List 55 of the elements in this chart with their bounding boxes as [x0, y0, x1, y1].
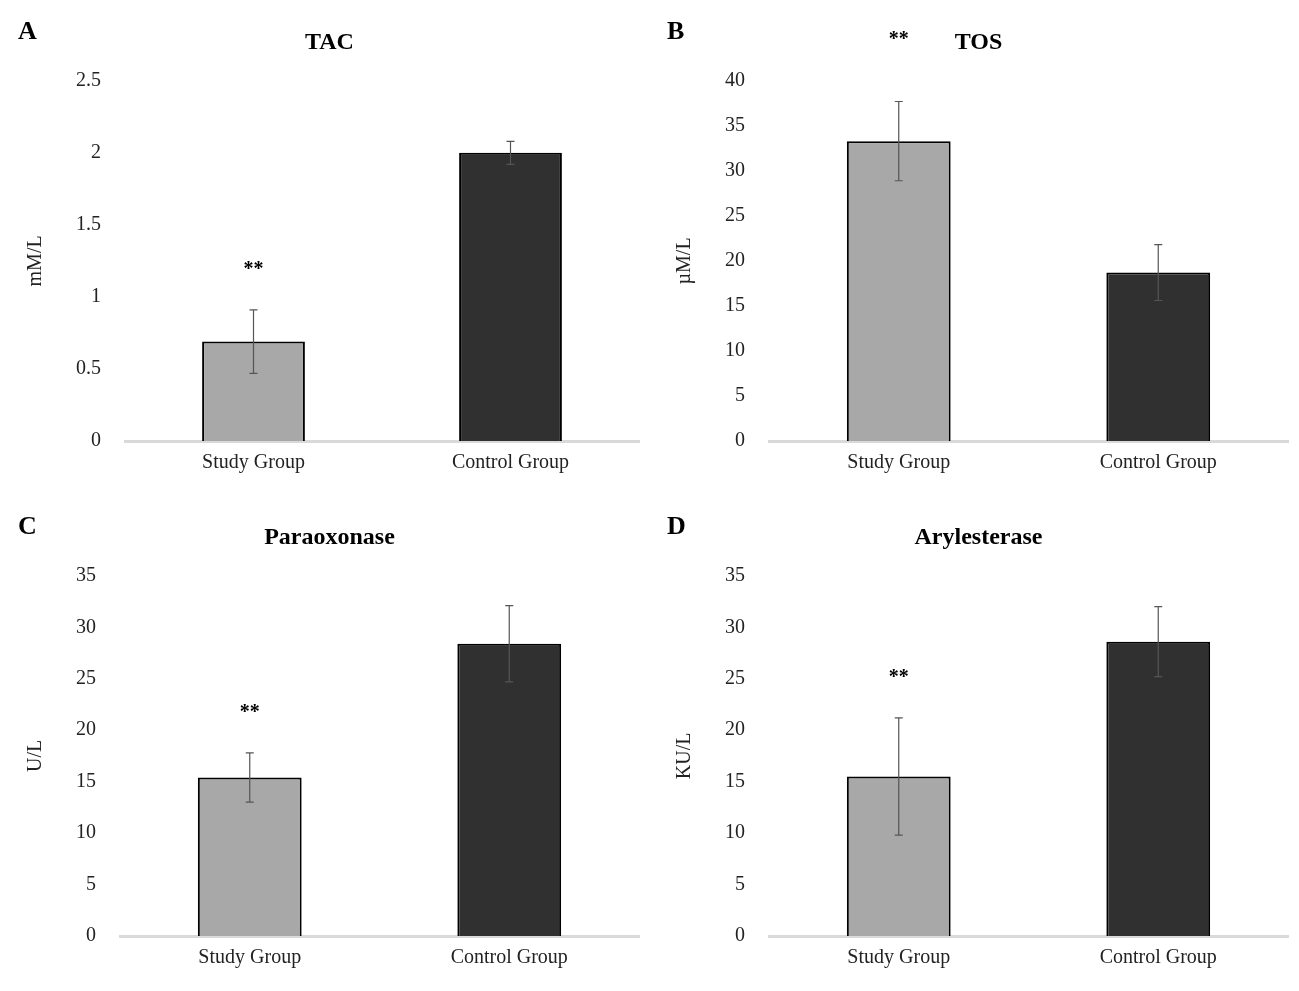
y-tick-label: 10	[725, 820, 745, 843]
y-tick-label: 1.5	[76, 212, 101, 235]
y-tick-label: 35	[725, 563, 745, 586]
x-tick-label: Control Group	[1099, 450, 1217, 474]
y-tick-label: 25	[76, 665, 96, 688]
chart-title: Arylesterase	[914, 522, 1043, 549]
text: C	[18, 510, 37, 540]
x-tick-label: Control Group	[1099, 945, 1217, 969]
chart-title: TOS	[954, 27, 1003, 54]
y-axis-title: mM/L	[23, 235, 46, 287]
y-tick-label: 15	[725, 768, 745, 791]
annotation: **	[243, 257, 264, 280]
y-tick-label: 1	[91, 284, 101, 307]
y-tick-label: 25	[725, 203, 745, 226]
y-axis-title: KU/L	[672, 732, 695, 780]
y-tick-label: 10	[725, 338, 745, 361]
y-tick-label: 5	[735, 383, 745, 406]
y-tick-label: 35	[725, 113, 745, 136]
y-tick-label: 15	[725, 293, 745, 316]
chart-title: TAC	[305, 27, 354, 54]
x-tick-label: Study Group	[847, 945, 951, 969]
y-tick-label: 2.5	[76, 68, 101, 91]
y-tick-label: 35	[76, 563, 96, 586]
y-tick-label: 15	[76, 768, 96, 791]
text: A	[18, 15, 37, 45]
y-tick-label: 30	[725, 614, 745, 637]
y-tick-label: 0	[91, 428, 101, 451]
y-tick-label: 25	[725, 665, 745, 688]
y-tick-label: 20	[725, 248, 745, 271]
y-tick-label: 0	[86, 923, 96, 946]
y-tick-label: 5	[735, 871, 745, 894]
x-tick-label: Study Group	[847, 450, 951, 474]
y-tick-label: 30	[725, 158, 745, 181]
y-tick-label: 0	[735, 923, 745, 946]
x-tick-label: Study Group	[202, 450, 305, 474]
y-tick-label: 0	[735, 428, 745, 451]
y-tick-label: 30	[76, 614, 96, 637]
y-tick-label: 20	[76, 717, 96, 740]
y-tick-label: 20	[725, 717, 745, 740]
chart-title: Paraoxonase	[264, 522, 396, 549]
text: D	[667, 510, 686, 540]
x-tick-label: Control Group	[451, 450, 570, 474]
y-tick-label: 0.5	[76, 356, 101, 379]
annotation: **	[239, 699, 260, 722]
y-axis-title: µM/L	[672, 237, 696, 285]
y-axis-title: U/L	[23, 739, 46, 773]
annotation: **	[888, 664, 909, 687]
text: **	[888, 27, 909, 50]
text: B	[667, 15, 685, 45]
x-tick-label: Control Group	[450, 945, 568, 969]
y-tick-label: 40	[725, 68, 745, 91]
y-tick-label: 10	[76, 820, 96, 843]
y-tick-label: 2	[91, 140, 101, 163]
x-tick-label: Study Group	[198, 945, 302, 969]
y-tick-label: 5	[86, 871, 96, 894]
